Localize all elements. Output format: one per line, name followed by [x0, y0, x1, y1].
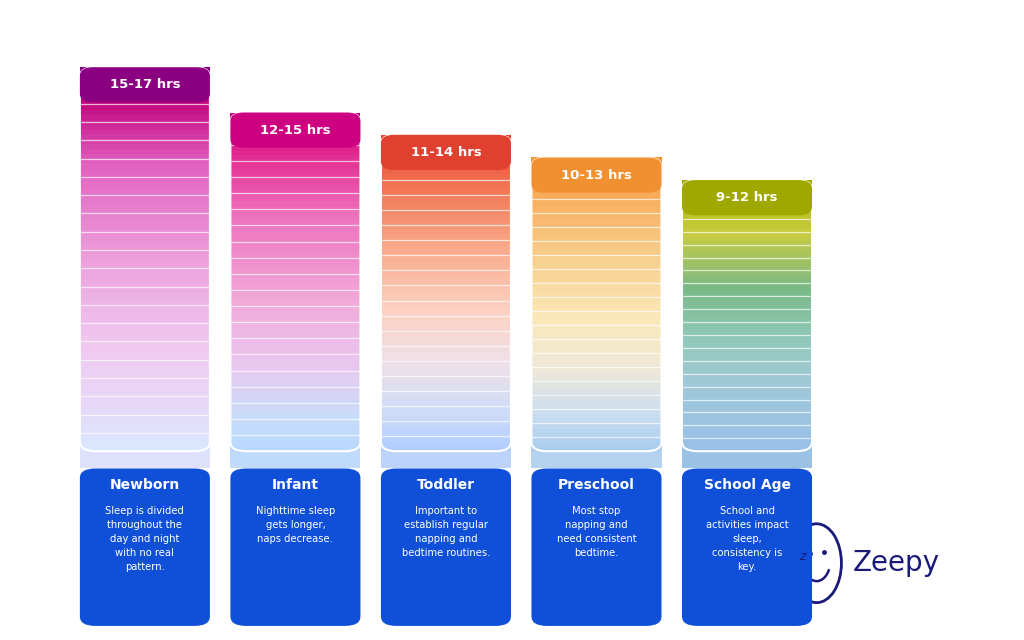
Text: School Age: School Age	[703, 478, 791, 492]
Text: 11-14 hrs: 11-14 hrs	[411, 146, 481, 159]
Text: z: z	[799, 550, 805, 563]
Text: 12-15 hrs: 12-15 hrs	[260, 124, 331, 136]
Text: Zeepy: Zeepy	[853, 549, 940, 577]
Text: Toddler: Toddler	[417, 478, 475, 492]
Text: Newborn: Newborn	[110, 478, 180, 492]
Text: Sleep is divided
throughout the
day and night
with no real
pattern.: Sleep is divided throughout the day and …	[105, 506, 184, 572]
Text: 15-17 hrs: 15-17 hrs	[110, 78, 180, 92]
Text: Nighttime sleep
gets longer,
naps decrease.: Nighttime sleep gets longer, naps decrea…	[256, 506, 335, 543]
Text: School and
activities impact
sleep,
consistency is
key.: School and activities impact sleep, cons…	[706, 506, 788, 572]
Text: 10-13 hrs: 10-13 hrs	[561, 168, 632, 182]
Text: Preschool: Preschool	[558, 478, 635, 492]
Text: Most stop
napping and
need consistent
bedtime.: Most stop napping and need consistent be…	[557, 506, 636, 557]
Text: Important to
establish regular
napping and
bedtime routines.: Important to establish regular napping a…	[401, 506, 490, 557]
Text: Infant: Infant	[272, 478, 318, 492]
Text: 9-12 hrs: 9-12 hrs	[716, 191, 778, 204]
